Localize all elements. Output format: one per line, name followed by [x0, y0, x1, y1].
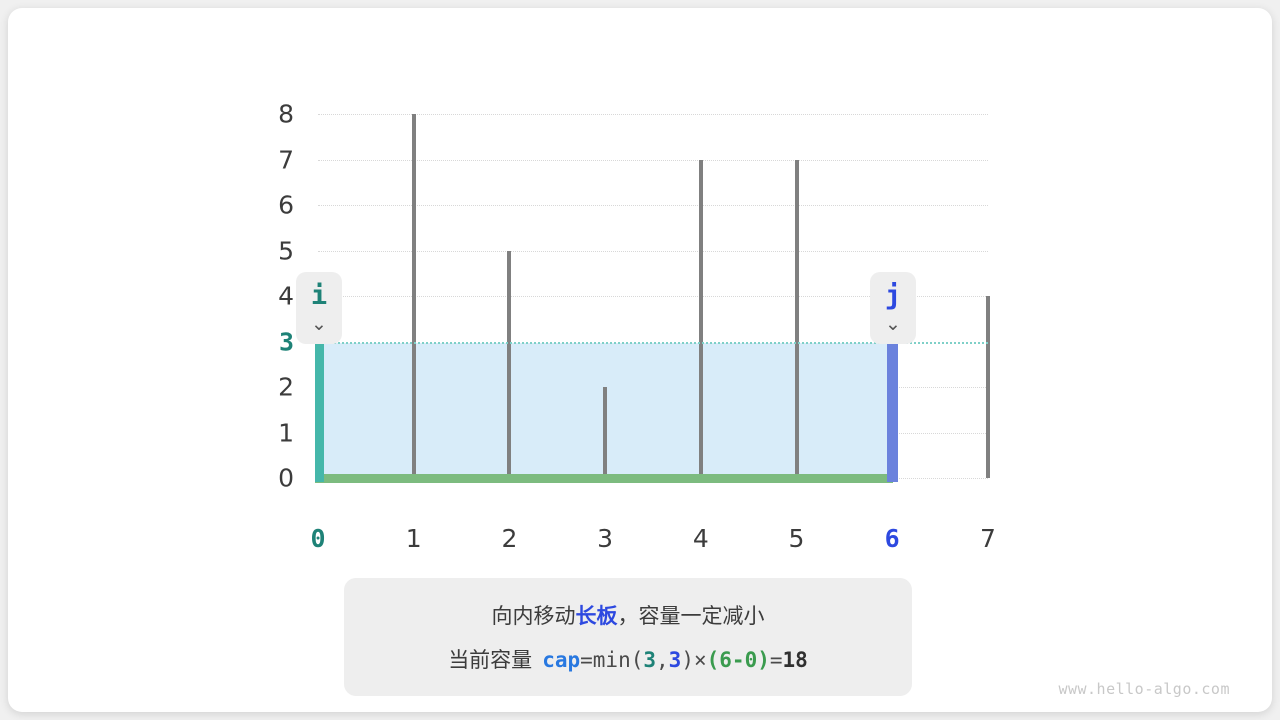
caption-result: 18: [782, 648, 808, 672]
caption-cap-var: cap: [542, 648, 581, 672]
x-tick-7: 7: [980, 524, 996, 553]
caption-height-i: 3: [643, 648, 657, 672]
caption-times: ×: [693, 648, 707, 672]
gridline-8: [318, 114, 988, 115]
water-level-line: [318, 341, 988, 344]
gridline-4: [318, 296, 988, 297]
bar-0-pointer-i: [315, 341, 324, 482]
bar-1: [411, 114, 416, 478]
plot-area: 0 1 2 3 4 5 6 7 i ⌄ j ⌄: [296, 114, 996, 553]
chevron-down-icon: ⌄: [885, 313, 901, 335]
y-tick-5: 5: [278, 236, 294, 265]
y-tick-0: 0: [278, 463, 294, 493]
chevron-down-icon: ⌄: [311, 313, 327, 335]
caption-span: (6-0): [706, 648, 770, 672]
pointer-j-label: j: [884, 280, 902, 311]
x-tick-2: 2: [501, 524, 518, 553]
base-span-bar: [315, 474, 893, 483]
gridline-7: [318, 159, 988, 161]
y-tick-6: 6: [278, 190, 294, 220]
pointer-marker-j: j ⌄: [870, 272, 916, 344]
container-with-most-water-chart: 8 7 6 5 4 3 2 1 0: [238, 98, 1008, 554]
caption-capacity-label: 当前容量: [448, 648, 533, 672]
caption-comma: ,: [656, 648, 669, 672]
bar-3: [603, 387, 608, 478]
figure-card: 8 7 6 5 4 3 2 1 0: [8, 8, 1272, 712]
y-tick-7: 7: [278, 145, 294, 174]
gridline-5: [318, 250, 988, 252]
pointer-marker-i: i ⌄: [296, 272, 342, 344]
x-tick-0-highlight: 0: [310, 524, 326, 553]
pointer-i-label: i: [310, 280, 328, 311]
bar-5: [794, 159, 799, 478]
caption-height-j: 3: [668, 648, 682, 672]
caption-line1-post: ，容量一定减小: [617, 604, 765, 628]
watermark: www.hello-algo.com: [1058, 680, 1230, 698]
caption-line-2: 当前容量 cap = min(3, 3) × (6-0) = 18: [448, 644, 808, 674]
caption-box: 向内移动长板，容量一定减小 当前容量 cap = min(3, 3) × (6-0…: [344, 578, 912, 696]
bar-6-pointer-j: [887, 341, 898, 482]
bar-4: [698, 159, 703, 478]
x-tick-4: 4: [692, 524, 709, 553]
caption-min-close: ): [681, 648, 694, 672]
bar-2: [507, 250, 512, 478]
y-tick-8: 8: [278, 99, 294, 129]
caption-eq-1: =: [580, 648, 593, 672]
y-axis: 8 7 6 5 4 3 2 1 0: [238, 100, 294, 493]
x-tick-5: 5: [788, 524, 805, 553]
y-tick-1: 1: [278, 418, 294, 447]
caption-line-1: 向内移动长板，容量一定减小: [492, 600, 765, 630]
x-tick-3: 3: [597, 524, 614, 553]
caption-line1-highlight: 长板: [575, 604, 618, 628]
y-tick-3-highlight: 3: [278, 327, 294, 356]
bar-7: [986, 296, 990, 478]
caption-eq-2: =: [769, 648, 783, 672]
x-tick-6-highlight: 6: [884, 524, 900, 553]
y-tick-2: 2: [278, 372, 294, 402]
gridline-6: [318, 205, 988, 206]
caption-line1-pre: 向内移动: [491, 604, 576, 628]
caption-min-open: min(: [592, 648, 644, 672]
y-tick-4: 4: [278, 281, 294, 311]
x-tick-1: 1: [405, 524, 422, 553]
